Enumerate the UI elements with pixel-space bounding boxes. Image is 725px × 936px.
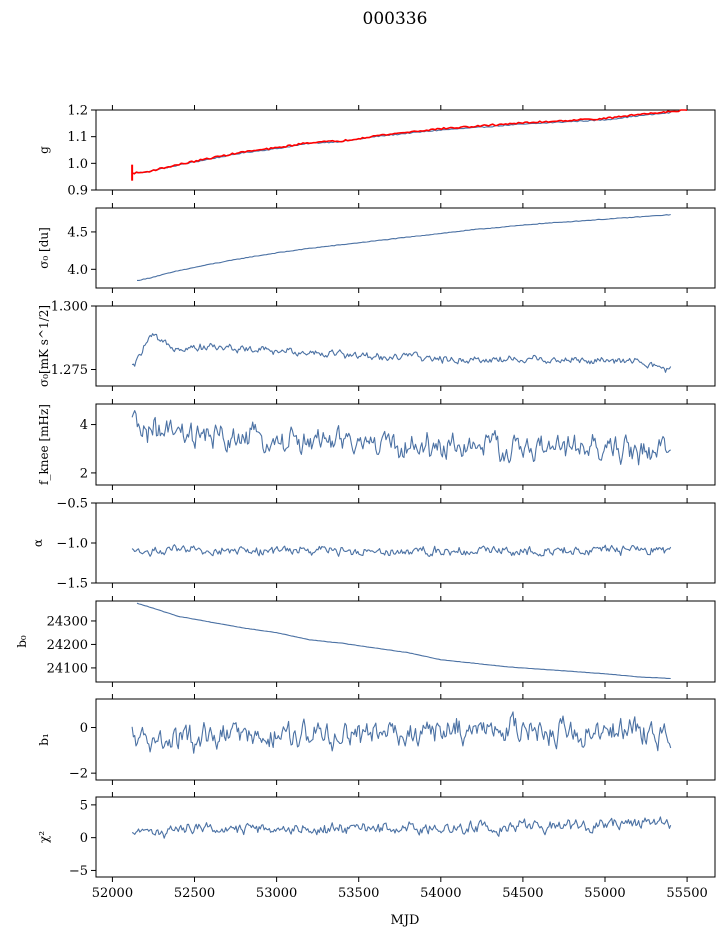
series-line — [136, 602, 671, 680]
y-tick-label: −1.0 — [56, 537, 88, 552]
y-tick-label: −1.5 — [56, 577, 88, 592]
reference-series-line — [131, 109, 688, 175]
y-tick-label: 4 — [80, 418, 88, 433]
y-axis-label: b₁ — [37, 733, 51, 746]
series-line — [137, 213, 671, 281]
y-tick-label: −0.5 — [56, 497, 88, 512]
y-tick-label: 1.1 — [67, 130, 88, 145]
panel-7: −2 0 b₁ — [37, 694, 716, 785]
x-tick-label: 54500 — [502, 886, 543, 901]
y-tick-label: 24100 — [47, 661, 88, 676]
y-tick-label: 5 — [80, 798, 88, 813]
x-axis-label: MJD — [391, 913, 420, 928]
x-tick-label: 52000 — [92, 886, 133, 901]
y-tick-label: 24300 — [47, 614, 88, 629]
y-axis-label: σ₀[mK s^1/2] — [37, 305, 51, 387]
axes-frame — [95, 403, 716, 486]
panel-2: 4.0 4.5 σ₀ [du] — [37, 203, 716, 293]
x-tick-label: 55000 — [584, 886, 625, 901]
y-tick-label: −5 — [69, 864, 88, 879]
panel-5: −1.5 −1.0 −0.5 α — [31, 497, 716, 592]
axes-frame — [95, 796, 716, 878]
axes-frame — [95, 109, 716, 191]
x-tick-label: 53500 — [338, 886, 379, 901]
panels: 0.9 1.0 1.1 1.2 g 4.0 4.5 σ₀ [du] 1.275 1.300σ₀[m… — [15, 104, 716, 901]
figure-title: 000336 — [363, 9, 428, 29]
y-tick-label: 24200 — [47, 638, 88, 653]
series-line — [132, 111, 671, 174]
axes-frame — [95, 305, 716, 387]
axes-frame — [95, 207, 716, 289]
panel-4: 2 4 f_knee [mHz] — [37, 399, 716, 490]
y-axis-label: f_knee [mHz] — [37, 404, 51, 485]
x-tick-label: 55500 — [666, 886, 707, 901]
y-tick-label: 0 — [80, 721, 88, 736]
axes-frame — [95, 502, 716, 584]
series-line — [131, 544, 672, 557]
panel-8: −5 0 5 χ² 52000 52500 53000 53500 54000 54500 5500… — [37, 792, 716, 901]
y-axis-label: χ² — [37, 831, 51, 843]
y-tick-label: 2 — [80, 466, 88, 481]
x-tick-label: 53000 — [256, 886, 297, 901]
x-tick-label: 54000 — [420, 886, 461, 901]
y-axis-label: σ₀ [du] — [37, 227, 51, 269]
y-axis-label: g — [37, 146, 51, 154]
panel-6: 24100 24200 24300 b₀ — [15, 596, 716, 687]
series-line — [131, 410, 671, 466]
axes-frame — [95, 698, 716, 781]
series-line — [131, 333, 672, 373]
series-line — [131, 816, 672, 839]
y-tick-label: 1.0 — [67, 157, 88, 172]
y-tick-label: 1.275 — [51, 363, 88, 378]
y-tick-label: 0.9 — [67, 184, 88, 199]
y-tick-label: 4.0 — [67, 263, 88, 278]
series-line — [131, 711, 672, 754]
y-tick-label: 0 — [80, 831, 88, 846]
panel-1: 0.9 1.0 1.1 1.2 g — [37, 104, 716, 199]
y-tick-label: −2 — [69, 767, 88, 782]
y-axis-label: b₀ — [15, 635, 29, 648]
y-tick-label: 1.2 — [67, 104, 88, 119]
x-tick-label: 52500 — [174, 886, 215, 901]
axes-frame — [95, 600, 716, 683]
y-axis-label: α — [31, 539, 45, 547]
y-tick-label: 1.300 — [51, 300, 88, 315]
y-tick-label: 4.5 — [67, 225, 88, 240]
